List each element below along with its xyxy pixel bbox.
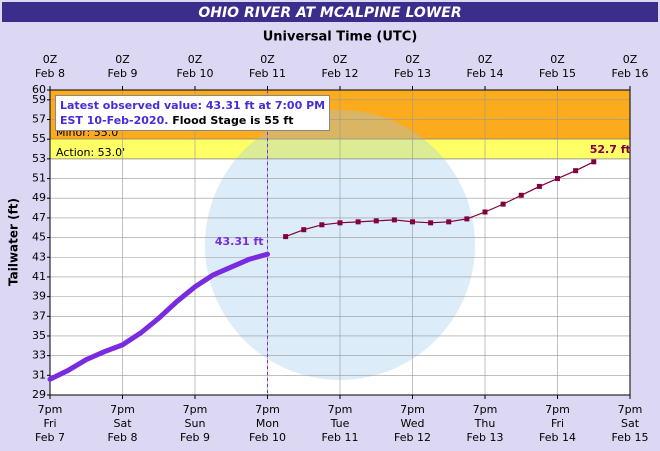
- marker: [301, 227, 307, 233]
- x2-tick-date: Feb 15: [539, 67, 576, 80]
- marker: [500, 201, 506, 207]
- y-axis-label: Tailwater (ft): [7, 198, 21, 286]
- x2-tick-date: Feb 13: [394, 67, 431, 80]
- marker: [464, 216, 470, 222]
- marker: [591, 159, 597, 165]
- x2-tick-date: Feb 11: [249, 67, 286, 80]
- x2-tick-date: Feb 12: [322, 67, 359, 80]
- y-tick-label: 37: [32, 309, 46, 322]
- x-tick-date: Feb 10: [249, 431, 286, 444]
- y-tick-label: 29: [32, 388, 46, 401]
- x-tick-date: Feb 11: [322, 431, 359, 444]
- y-tick-label: 45: [32, 231, 46, 244]
- marker: [573, 168, 579, 174]
- x-tick-label: 7pm: [38, 403, 63, 416]
- x2-tick-date: Feb 8: [35, 67, 65, 80]
- y-tick-label: 31: [32, 368, 46, 381]
- x-tick-label: 7pm: [473, 403, 498, 416]
- marker: [283, 234, 289, 240]
- x-tick-day: Mon: [256, 417, 279, 430]
- x2-tick-label: 0Z: [405, 53, 420, 66]
- x-tick-label: 7pm: [255, 403, 280, 416]
- marker: [319, 222, 325, 228]
- band-label: Action: 53.0': [56, 146, 125, 159]
- series-line: [285, 161, 595, 238]
- y-tick-label: 60: [32, 83, 46, 96]
- note: Latest observed value: 43.31 ft at 7:00 …: [55, 95, 331, 131]
- y-tick-label: 47: [32, 211, 46, 224]
- y-tick-label: 33: [32, 349, 46, 362]
- y-tick-label: 43: [32, 250, 46, 263]
- x2-tick-label: 0Z: [188, 53, 203, 66]
- marker: [518, 192, 524, 198]
- x-tick-label: 7pm: [328, 403, 353, 416]
- marker: [355, 219, 361, 225]
- flood-stage: Flood Stage is 55 ft: [172, 114, 294, 127]
- y-tick-label: 59: [32, 93, 46, 106]
- y-tick-label: 41: [32, 270, 46, 283]
- marker: [391, 217, 397, 223]
- x2-axis-label: Universal Time (UTC): [263, 30, 418, 45]
- x-tick-label: 7pm: [110, 403, 135, 416]
- x-tick-date: Feb 9: [180, 431, 210, 444]
- x2-tick-date: Feb 9: [108, 67, 138, 80]
- x2-tick-date: Feb 16: [612, 67, 649, 80]
- x2-tick-label: 0Z: [478, 53, 493, 66]
- x-tick-day: Thu: [474, 417, 496, 430]
- x2-tick-label: 0Z: [623, 53, 638, 66]
- value-label: 43.31 ft: [215, 235, 264, 248]
- marker: [482, 209, 488, 215]
- x-tick-date: Feb 13: [467, 431, 504, 444]
- y-tick-label: 51: [32, 172, 46, 185]
- y-tick-label: 55: [32, 132, 46, 145]
- x-tick-label: 7pm: [400, 403, 425, 416]
- note-line: Latest observed value: 43.31 ft at 7:00 …: [60, 99, 326, 112]
- x-tick-label: 7pm: [183, 403, 208, 416]
- x-tick-day: Sat: [113, 417, 132, 430]
- x2-tick-label: 0Z: [333, 53, 348, 66]
- y-tick-label: 39: [32, 290, 46, 303]
- x2-tick-date: Feb 14: [467, 67, 504, 80]
- title-bar: [2, 2, 658, 22]
- x2-tick-date: Feb 10: [177, 67, 214, 80]
- x-tick-day: Wed: [401, 417, 425, 430]
- x-tick-date: Feb 14: [539, 431, 576, 444]
- marker: [337, 220, 343, 226]
- y-tick-label: 57: [32, 113, 46, 126]
- marker: [555, 176, 560, 182]
- x-tick-date: Feb 7: [35, 431, 65, 444]
- x2-tick-label: 0Z: [260, 53, 275, 66]
- marker: [410, 219, 415, 225]
- marker: [373, 218, 379, 224]
- x-tick-label: 7pm: [618, 403, 643, 416]
- value-label: 52.7 ft: [590, 143, 631, 156]
- x-tick-date: Feb 15: [612, 431, 649, 444]
- marker: [428, 220, 434, 226]
- x-tick-day: Sun: [185, 417, 206, 430]
- plot-border: [49, 89, 631, 396]
- y-tick-label: 49: [32, 191, 46, 204]
- x-tick-date: Feb 12: [394, 431, 431, 444]
- x2-tick-label: 0Z: [115, 53, 130, 66]
- marker: [536, 183, 542, 189]
- x-tick-day: Tue: [330, 417, 350, 430]
- marker: [446, 219, 452, 225]
- series-line: [47, 251, 270, 382]
- x-tick-label: 7pm: [545, 403, 570, 416]
- y-tick-label: 53: [32, 152, 46, 165]
- y-tick-label: 35: [32, 329, 46, 342]
- chart-title: OHIO RIVER AT MCALPINE LOWER: [198, 5, 461, 21]
- x2-tick-label: 0Z: [43, 53, 58, 66]
- note-line: EST 10-Feb-2020.: [60, 114, 169, 127]
- x-tick-day: Fri: [551, 417, 564, 430]
- x-tick-day: Fri: [43, 417, 56, 430]
- x2-tick-label: 0Z: [550, 53, 565, 66]
- x-tick-date: Feb 8: [108, 431, 138, 444]
- x-tick-day: Sat: [621, 417, 640, 430]
